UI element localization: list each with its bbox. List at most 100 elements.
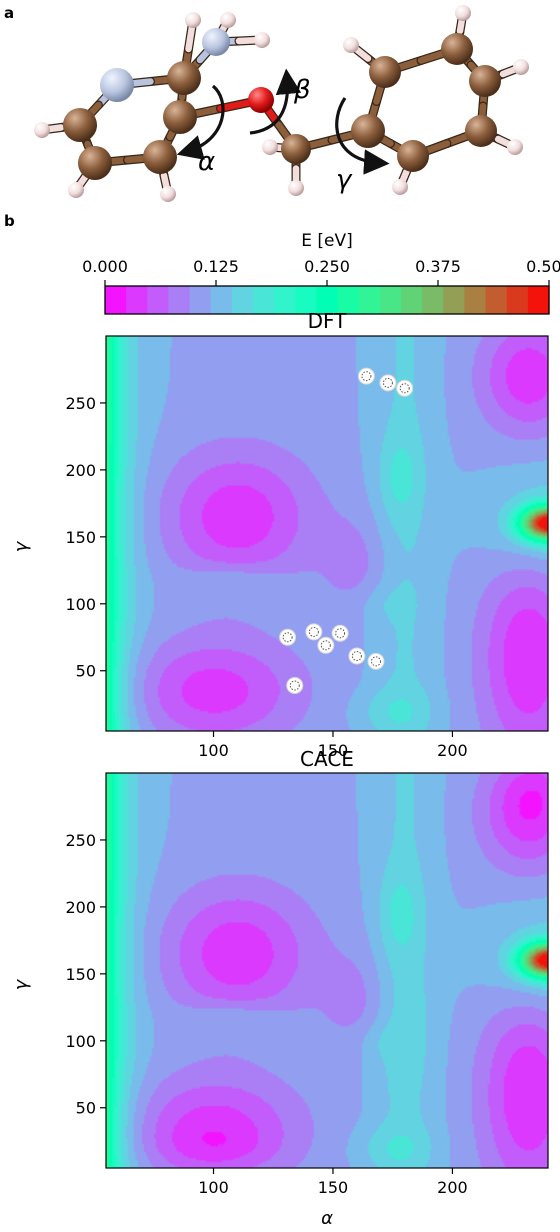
sample-point-ring: [351, 651, 362, 662]
hydrogen-atom: [455, 5, 471, 21]
carbon-atom: [369, 56, 401, 88]
colorbar-cell: [210, 286, 233, 314]
heatmap-dft-axes: 100 150 200 50 100 150 200 250: [65, 394, 467, 760]
hydrogen-atom: [160, 186, 176, 202]
heatmap-dft-field: [106, 336, 548, 731]
sample-point: [396, 379, 414, 397]
y-tick-label: 250: [65, 831, 96, 850]
molecule-structure: α β γ: [34, 5, 529, 202]
oxygen-atom: [248, 87, 274, 113]
colorbar-tick-label: 0.500: [526, 257, 560, 276]
sample-point: [367, 652, 385, 670]
torsion-arrow-gamma: [335, 97, 390, 175]
sample-point-ring: [320, 640, 331, 651]
y-tick-label: 100: [65, 595, 96, 614]
sample-point: [305, 623, 323, 641]
carbon-atom: [351, 114, 385, 148]
colorbar-cell: [527, 286, 550, 314]
colorbar-cell: [126, 286, 148, 314]
sample-point: [286, 676, 304, 694]
colorbar-ticks: 0.000 0.125 0.250 0.375 0.500: [82, 257, 560, 286]
carbon-atom: [143, 140, 177, 174]
hydrogen-atom: [254, 32, 270, 48]
colorbar-cell: [316, 286, 339, 314]
hydrogen-atom: [288, 180, 304, 196]
x-tick-label: 100: [198, 1178, 229, 1197]
carbon-atom: [281, 134, 311, 164]
hydrogen-atom: [392, 179, 408, 195]
x-tick-label: 100: [198, 741, 229, 760]
heatmap-dft-sample-points: [279, 367, 414, 694]
colorbar-frame: [104, 285, 550, 315]
hydrogen-atom: [220, 12, 236, 28]
heatmap-cace-ylabel: γ: [11, 978, 32, 990]
hydrogen-atom: [34, 122, 50, 138]
sample-point-ring: [289, 680, 300, 691]
y-tick-label: 50: [76, 1099, 96, 1118]
torsion-label-beta: β: [293, 75, 311, 105]
nitrogen-atom: [100, 68, 134, 102]
torsion-label-alpha: α: [198, 147, 215, 177]
heatmap-cace-field: [106, 773, 548, 1168]
carbon-atom: [465, 115, 497, 147]
panel-label-b: b: [4, 212, 15, 230]
y-tick-label: 250: [65, 394, 96, 413]
colorbar-cells: [105, 286, 550, 314]
colorbar-cell: [189, 286, 212, 314]
torsion-arrow-beta: [249, 68, 302, 135]
y-tick-label: 200: [65, 461, 96, 480]
colorbar-cell: [295, 286, 318, 314]
nitrogen-atom: [202, 28, 230, 56]
sample-point-ring: [308, 626, 319, 637]
carbon-atom: [63, 108, 97, 142]
colorbar-cell: [358, 286, 381, 314]
sample-point: [379, 374, 397, 392]
heatmap-cace-xlabel: α: [321, 1208, 333, 1229]
colorbar-cell: [464, 286, 487, 314]
carbon-atom: [167, 61, 201, 95]
heatmap-cace-title: CACE: [300, 747, 354, 771]
x-tick-label: 150: [318, 741, 349, 760]
colorbar-cell: [168, 286, 191, 314]
colorbar-label: E [eV]: [301, 231, 353, 251]
sample-point: [357, 367, 375, 385]
heatmap-cace-frame: [105, 772, 549, 1169]
hydrogen-atom: [513, 59, 529, 75]
molecule-atoms: [34, 5, 529, 202]
sample-point-ring: [335, 628, 346, 639]
torsion-arrow-alpha: [176, 84, 225, 160]
colorbar-cell: [231, 286, 254, 314]
colorbar-cell: [422, 286, 444, 314]
heatmap-dft-frame: [105, 335, 549, 732]
x-tick-label: 200: [437, 741, 468, 760]
carbon-atom: [397, 140, 429, 172]
carbon-atom: [163, 100, 197, 134]
sample-point: [331, 624, 349, 642]
heatmap-dft: DFT 100 150 200 50 100 150 200 250 γ: [11, 309, 549, 760]
colorbar-cell: [401, 286, 423, 314]
carbon-atom: [469, 65, 501, 97]
panel-label-a: a: [4, 4, 15, 22]
carbon-atom: [78, 146, 112, 180]
heatmap-dft-ylabel: γ: [11, 540, 32, 552]
heatmap-cace: CACE 100 150 200 50 100 150 200 250 γ α: [11, 747, 549, 1229]
sample-point: [348, 647, 366, 665]
colorbar-cell: [253, 286, 275, 314]
sample-point-ring: [282, 632, 293, 643]
torsion-label-gamma: γ: [336, 165, 353, 195]
carbon-atom: [441, 33, 473, 65]
hydrogen-atom: [185, 12, 201, 28]
y-tick-label: 150: [65, 965, 96, 984]
colorbar-cell: [443, 286, 466, 314]
colorbar-cell: [337, 286, 360, 314]
heatmap-cace-axes: 100 150 200 50 100 150 200 250: [65, 831, 467, 1197]
hydrogen-atom: [68, 182, 84, 198]
hydrogen-atom: [343, 37, 359, 53]
sample-point-ring: [361, 371, 372, 382]
sample-point-ring: [370, 656, 381, 667]
hydrogen-atom: [262, 139, 278, 155]
y-tick-label: 100: [65, 1032, 96, 1051]
colorbar-tick-label: 0.000: [82, 257, 128, 276]
colorbar-cell: [274, 286, 296, 314]
